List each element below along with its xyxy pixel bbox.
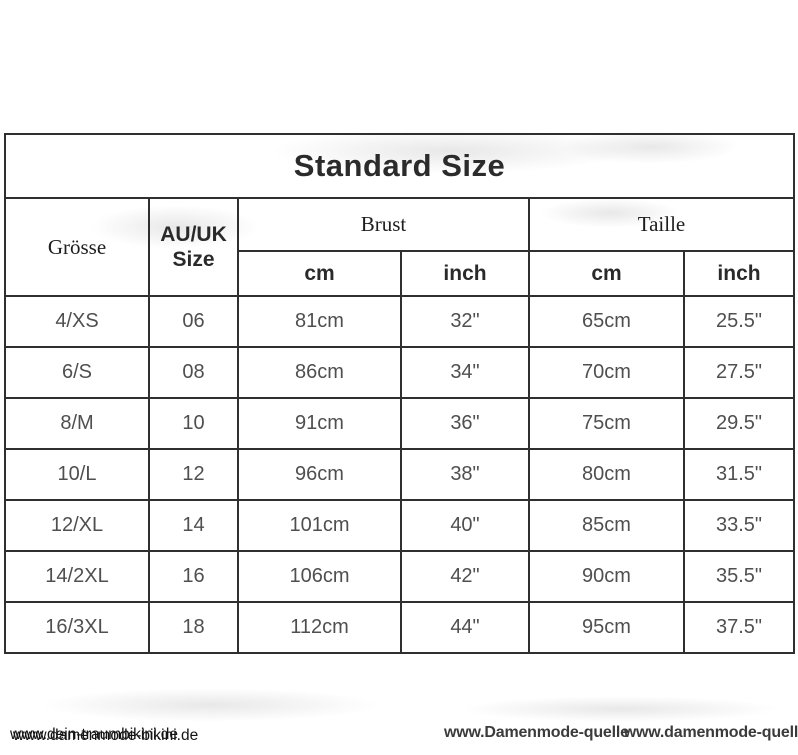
cell-brust-inch: 42" <box>400 550 530 603</box>
column-header-auuk-size: AU/UK Size <box>148 197 239 297</box>
cell-groesse: 8/M <box>4 397 150 450</box>
cell-groesse: 4/XS <box>4 295 150 348</box>
table-header-row: Grösse AU/UK Size Brust Taille <box>4 197 796 297</box>
cell-taille-inch: 35.5" <box>682 550 796 603</box>
background-smudge <box>40 688 380 722</box>
column-header-taille-cm: cm <box>528 250 685 297</box>
cell-brust-inch: 34" <box>400 346 530 399</box>
column-header-brust-cm: cm <box>237 250 402 297</box>
cell-brust-inch: 40" <box>400 499 530 552</box>
cell-taille-cm: 70cm <box>528 346 685 399</box>
auuk-label-line2: Size <box>172 248 215 271</box>
cell-taille-inch: 25.5" <box>682 295 796 348</box>
watermark-text: www.damenmode-bikini.de <box>13 727 199 744</box>
cell-taille-inch: 29.5" <box>682 397 796 450</box>
watermark-text: www.Damenmode-quelle <box>444 724 629 741</box>
cell-brust-cm: 106cm <box>237 550 402 603</box>
cell-groesse: 6/S <box>4 346 150 399</box>
cell-taille-inch: 31.5" <box>682 448 796 501</box>
cell-brust-cm: 91cm <box>237 397 402 450</box>
auuk-label-line1: AU/UK <box>160 223 227 246</box>
cell-taille-cm: 85cm <box>528 499 685 552</box>
cell-brust-cm: 101cm <box>237 499 402 552</box>
watermark-text: www.dein-traumbikini.de <box>10 726 178 743</box>
cell-brust-cm: 112cm <box>237 601 402 654</box>
cell-groesse: 14/2XL <box>4 550 150 603</box>
cell-groesse: 16/3XL <box>4 601 150 654</box>
table-row: 8/M 10 91cm 36" 75cm 29.5" <box>4 397 796 450</box>
cell-brust-cm: 81cm <box>237 295 402 348</box>
cell-brust-inch: 36" <box>400 397 530 450</box>
column-header-brust-inch: inch <box>400 250 530 297</box>
cell-brust-cm: 96cm <box>237 448 402 501</box>
cell-taille-inch: 27.5" <box>682 346 796 399</box>
column-header-groesse: Grösse <box>4 197 150 297</box>
cell-taille-cm: 75cm <box>528 397 685 450</box>
cell-auuk-size: 12 <box>148 448 239 501</box>
cell-taille-cm: 90cm <box>528 550 685 603</box>
cell-groesse: 10/L <box>4 448 150 501</box>
column-group-taille: Taille <box>527 197 796 252</box>
cell-brust-inch: 44" <box>400 601 530 654</box>
cell-brust-inch: 38" <box>400 448 530 501</box>
table-title-row: Standard Size <box>3 133 796 199</box>
cell-taille-inch: 33.5" <box>682 499 796 552</box>
cell-groesse: 12/XL <box>4 499 150 552</box>
table-title: Standard Size <box>3 133 796 199</box>
cell-taille-cm: 80cm <box>528 448 685 501</box>
table-row: 6/S 08 86cm 34" 70cm 27.5" <box>4 346 796 399</box>
table-row: 14/2XL 16 106cm 42" 90cm 35.5" <box>4 550 796 603</box>
column-header-taille-inch: inch <box>682 250 796 297</box>
cell-auuk-size: 08 <box>148 346 239 399</box>
cell-auuk-size: 14 <box>148 499 239 552</box>
cell-auuk-size: 18 <box>148 601 239 654</box>
background-smudge <box>460 696 780 722</box>
table-subheader-row: cm inch cm inch <box>5 250 796 297</box>
table-row: 4/XS 06 81cm 32" 65cm 25.5" <box>4 295 796 348</box>
size-table: Standard Size Grösse AU/UK Size Brust Ta… <box>3 133 796 654</box>
cell-auuk-size: 16 <box>148 550 239 603</box>
table-row: 12/XL 14 101cm 40" 85cm 33.5" <box>4 499 796 552</box>
cell-auuk-size: 06 <box>148 295 239 348</box>
table-row: 10/L 12 96cm 38" 80cm 31.5" <box>4 448 796 501</box>
cell-taille-cm: 95cm <box>528 601 685 654</box>
cell-brust-cm: 86cm <box>237 346 402 399</box>
cell-auuk-size: 10 <box>148 397 239 450</box>
watermark-bottom-right: www.Damenmode-quelle www.damenmode-quell… <box>444 724 798 742</box>
cell-taille-cm: 65cm <box>528 295 685 348</box>
cell-taille-inch: 37.5" <box>682 601 796 654</box>
column-group-brust: Brust <box>237 197 530 252</box>
cell-brust-inch: 32" <box>400 295 530 348</box>
watermark-text: www.damenmode-quelle.de <box>623 724 798 741</box>
table-row: 16/3XL 18 112cm 44" 95cm 37.5" <box>4 601 796 654</box>
